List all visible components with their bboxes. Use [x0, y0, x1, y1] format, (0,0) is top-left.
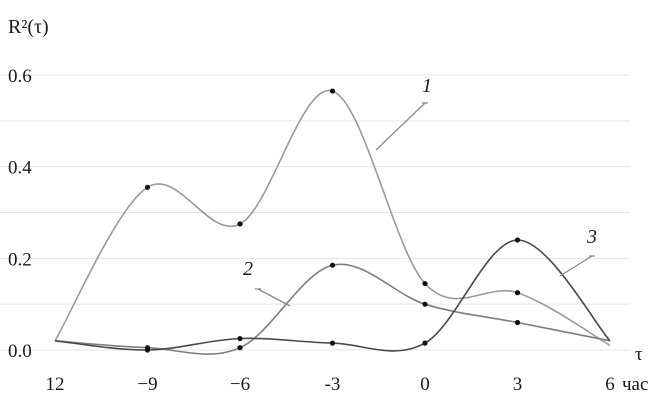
- x-tick-label: -3: [325, 374, 341, 395]
- x-axis-unit: час: [622, 374, 648, 395]
- y-tick-labels: 0.0 0.2 0.4 0.6: [8, 66, 32, 362]
- x-tick-label: 6: [605, 374, 615, 395]
- data-points: [144, 88, 521, 353]
- y-axis-label: R²(τ): [8, 16, 49, 38]
- series-3-point: [422, 340, 428, 346]
- x-tick-label: 12: [46, 374, 65, 395]
- y-tick-label: 0.4: [8, 158, 32, 179]
- series-1-label: 1: [422, 75, 432, 97]
- series-1-line: [54, 89, 611, 347]
- x-tick-label: 3: [513, 374, 523, 395]
- series-1-point: [237, 221, 243, 227]
- y-axis-label-text: R²(τ): [8, 16, 49, 38]
- series-2-point: [329, 262, 336, 268]
- series-3-label: 3: [586, 226, 597, 248]
- y-tick-label: 0.6: [8, 66, 32, 87]
- y-tick-label: 0.2: [8, 249, 32, 270]
- x-axis-label: τ: [635, 344, 643, 365]
- series-1-point: [422, 280, 428, 287]
- series-3-point: [514, 237, 521, 243]
- series-3-point: [237, 335, 243, 342]
- series-leader-lines: [255, 102, 595, 307]
- x-tick-label: −6: [230, 374, 250, 395]
- series-3-point: [329, 340, 336, 346]
- series-1-point: [144, 184, 151, 190]
- series-2-label: 2: [243, 258, 253, 280]
- series-1-leader: [375, 102, 426, 151]
- x-tick-label: −9: [137, 374, 157, 395]
- series-1-point: [514, 290, 521, 296]
- y-tick-label: 0.0: [8, 341, 32, 362]
- series-2-point: [422, 301, 428, 307]
- series-2-point: [514, 319, 521, 326]
- series-3-point: [144, 347, 151, 353]
- series-2-leader: [257, 288, 291, 307]
- series-1-point: [329, 88, 336, 94]
- series-3-leader: [559, 255, 593, 277]
- series-lines: [54, 89, 611, 355]
- gridlines: [0, 74, 630, 351]
- series-2-point: [237, 345, 243, 351]
- x-tick-labels: 12 −9 −6 -3 0 3 6: [46, 374, 615, 395]
- x-tick-label: 0: [420, 374, 430, 395]
